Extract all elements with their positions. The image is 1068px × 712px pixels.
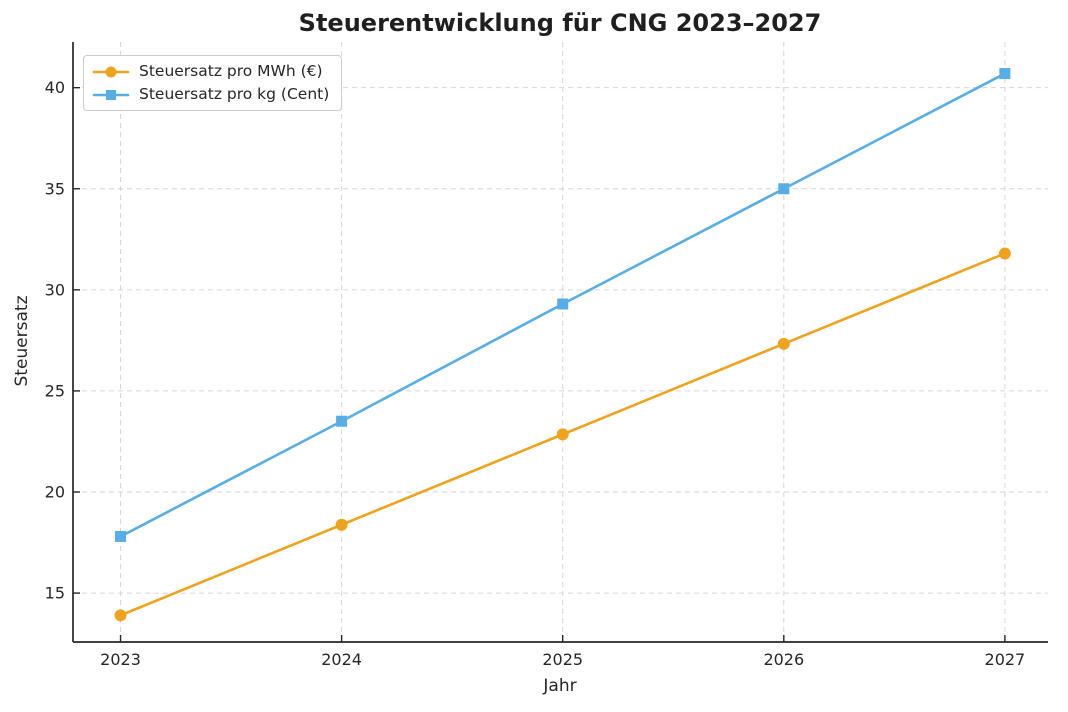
series-0	[114, 247, 1011, 622]
chart-title: Steuerentwicklung für CNG 2023–2027	[298, 9, 822, 37]
data-point-marker	[114, 609, 127, 622]
legend-label-mwh: Steuersatz pro MWh (€)	[139, 62, 323, 80]
x-axis-label: Jahr	[543, 676, 577, 696]
data-point-marker	[778, 183, 790, 195]
data-point-marker	[556, 428, 569, 441]
legend-swatch-square-icon	[92, 89, 130, 100]
x-tick-label: 2024	[321, 650, 362, 669]
x-tick-label: 2023	[100, 650, 141, 669]
y-tick-label: 25	[45, 381, 65, 400]
data-point-marker	[335, 518, 348, 531]
data-point-marker	[998, 247, 1011, 260]
y-tick-label: 30	[45, 280, 65, 299]
y-tick-label: 40	[45, 78, 65, 97]
axis-ticks	[73, 86, 1006, 642]
data-point-marker	[115, 530, 127, 542]
y-axis-label: Steuersatz	[12, 295, 32, 387]
legend: Steuersatz pro MWh (€) Steuersatz pro kg…	[83, 55, 343, 111]
y-tick-label: 20	[45, 483, 65, 502]
legend-label-kg: Steuersatz pro kg (Cent)	[139, 85, 330, 103]
data-point-marker	[777, 337, 790, 350]
axes-spines	[72, 42, 1048, 643]
legend-item-kg: Steuersatz pro kg (Cent)	[92, 83, 329, 106]
data-point-marker	[336, 415, 348, 427]
series-1	[115, 68, 1011, 542]
legend-swatch-circle-icon	[92, 66, 130, 77]
legend-marker-circle	[105, 66, 117, 77]
y-tick-label: 15	[45, 584, 65, 603]
legend-marker-square	[106, 89, 116, 100]
y-tick-label: 35	[45, 179, 65, 198]
data-point-marker	[999, 68, 1011, 80]
x-tick-label: 2025	[542, 650, 583, 669]
x-tick-label: 2026	[763, 650, 804, 669]
legend-item-mwh: Steuersatz pro MWh (€)	[92, 60, 329, 83]
gridlines	[73, 42, 1048, 642]
x-tick-label: 2027	[985, 650, 1026, 669]
data-point-marker	[557, 298, 569, 310]
